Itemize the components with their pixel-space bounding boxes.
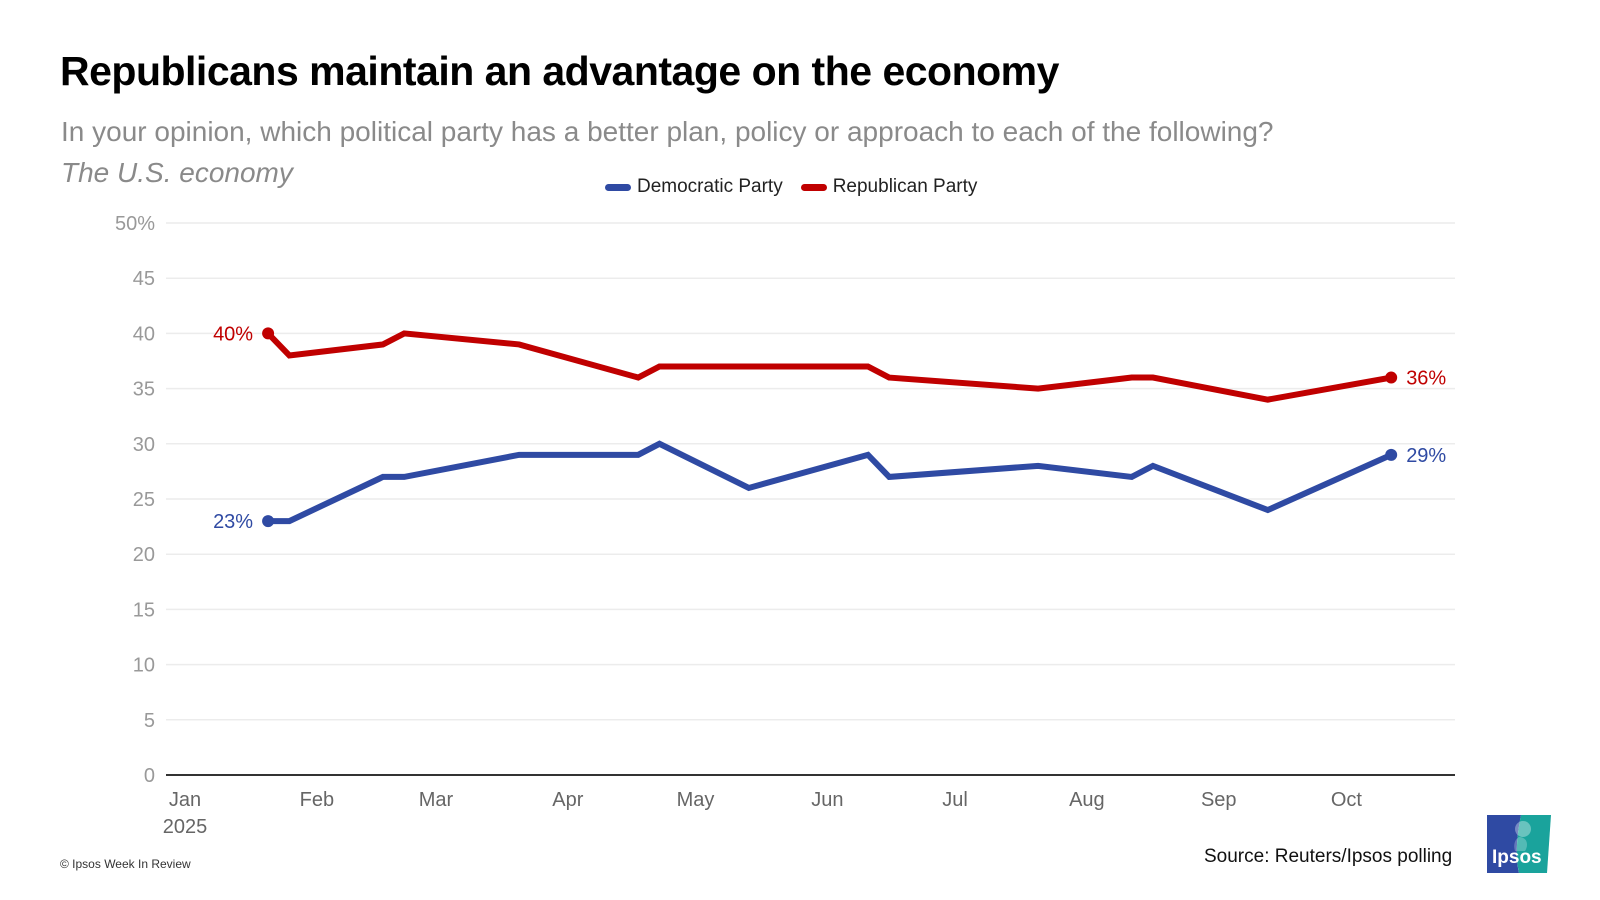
x-tick-label: Jan (169, 789, 201, 811)
x-tick-label: Sep (1201, 789, 1237, 811)
y-tick-label: 5 (144, 710, 155, 732)
legend-item-democratic: Democratic Party (605, 176, 783, 198)
series-start-label: 40% (213, 323, 253, 345)
x-tick-label: May (677, 789, 715, 811)
x-tick-label: Jun (811, 789, 843, 811)
chart-title: Republicans maintain an advantage on the… (60, 48, 1059, 94)
series-end-label: 36% (1406, 368, 1446, 390)
y-tick-label: 50% (115, 213, 155, 235)
x-tick-label: 2025 (163, 816, 208, 838)
chart-subtitle: In your opinion, which political party h… (61, 116, 1274, 147)
x-tick-label: Feb (300, 789, 334, 811)
y-tick-label: 45 (133, 268, 155, 290)
series-end-marker (1385, 448, 1398, 461)
legend-label-democratic: Democratic Party (637, 176, 783, 197)
y-tick-label: 35 (133, 379, 155, 401)
series-end-marker (1385, 371, 1398, 384)
x-tick-label: Jul (942, 789, 968, 811)
legend-swatch-democratic (605, 183, 631, 191)
y-tick-label: 15 (133, 599, 155, 621)
legend: Democratic Party Republican Party (605, 176, 995, 198)
x-tick-label: Oct (1331, 789, 1363, 811)
series-line-republican (265, 330, 1392, 403)
series-start-label: 23% (213, 511, 253, 533)
legend-label-republican: Republican Party (832, 176, 978, 197)
x-tick-label: Aug (1069, 789, 1105, 811)
series-end-label: 29% (1406, 445, 1446, 467)
series-start-marker (262, 327, 275, 340)
ipsos-logo: Ipsos (1487, 815, 1551, 873)
x-tick-label: Mar (419, 789, 454, 811)
source-text: Source: Reuters/Ipsos polling (1204, 846, 1453, 867)
y-tick-label: 40 (133, 323, 155, 345)
y-tick-label: 30 (133, 434, 155, 456)
y-tick-label: 10 (133, 655, 155, 677)
legend-item-republican: Republican Party (800, 176, 978, 198)
copyright-text: © Ipsos Week In Review (60, 857, 191, 871)
x-tick-label: Apr (552, 789, 583, 811)
ipsos-logo-text: Ipsos (1492, 847, 1542, 868)
y-tick-label: 20 (133, 544, 155, 566)
y-tick-label: 25 (133, 489, 155, 511)
ipsos-logo-icon (1487, 815, 1551, 873)
chart-topic: The U.S. economy (61, 157, 293, 188)
series-line-democratic (268, 440, 1393, 525)
legend-swatch-republican (800, 183, 827, 191)
series-start-marker (262, 515, 275, 528)
y-tick-label: 0 (144, 765, 155, 787)
